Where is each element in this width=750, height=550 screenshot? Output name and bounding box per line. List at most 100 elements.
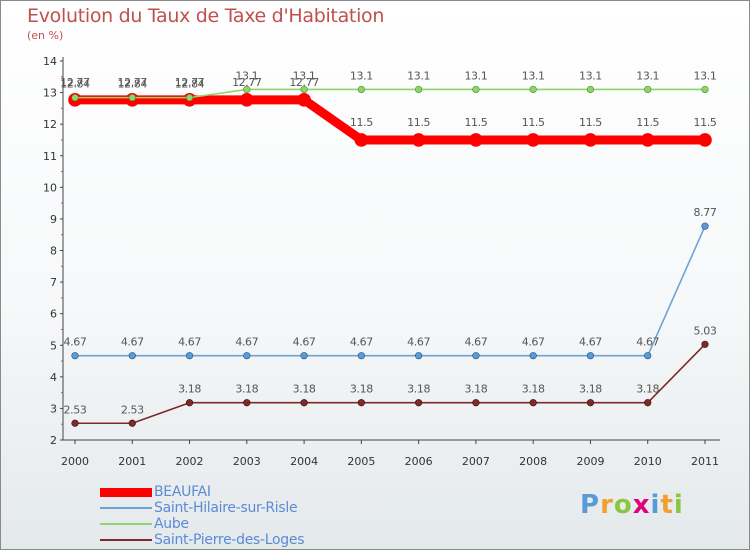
data-point-aube <box>529 85 537 94</box>
x-tick-label: 2008 <box>519 455 547 468</box>
data-point-saint-hilaire-sur-risle <box>300 352 308 360</box>
data-point-aube <box>300 85 308 94</box>
y-tick-label: 5 <box>50 339 57 352</box>
legend-swatch <box>100 523 152 525</box>
y-tick-label: 6 <box>50 308 57 321</box>
y-tick-label: 2 <box>50 434 57 447</box>
x-tick-label: 2002 <box>176 455 204 468</box>
legend-item-saint-hilaire-sur-risle: Saint-Hilaire-sur-Risle <box>100 500 304 516</box>
data-label-beaufai: 12.77 <box>232 76 262 89</box>
data-label-saint-pierre-des-loges: 3.18 <box>293 383 316 396</box>
data-label-aube: 13.1 <box>522 69 545 82</box>
x-tick-label: 2000 <box>61 455 89 468</box>
data-label-saint-pierre-des-loges: 3.18 <box>350 383 373 396</box>
data-label-beaufai: 12.77 <box>118 76 148 89</box>
data-label-saint-hilaire-sur-risle: 4.67 <box>64 336 87 349</box>
series-line-aube <box>75 88 705 99</box>
data-label-saint-hilaire-sur-risle: 4.67 <box>464 336 487 349</box>
data-point-beaufai <box>526 133 540 147</box>
data-point-aube <box>644 85 652 94</box>
chart-title: Evolution du Taux de Taxe d'Habitation <box>27 5 385 27</box>
data-point-saint-pierre-des-loges <box>71 419 79 427</box>
y-tick-label: 10 <box>43 181 57 194</box>
x-tick-label: 2011 <box>691 455 719 468</box>
data-point-aube <box>243 85 251 94</box>
y-tick-label: 11 <box>43 150 57 163</box>
x-tick-label: 2006 <box>405 455 433 468</box>
data-point-aube <box>415 85 423 94</box>
data-label-saint-pierre-des-loges: 3.18 <box>579 383 602 396</box>
y-tick-label: 14 <box>43 55 57 68</box>
data-point-aube <box>71 94 79 102</box>
data-point-saint-pierre-des-loges <box>586 399 595 407</box>
data-point-saint-hilaire-sur-risle <box>128 352 136 360</box>
x-tick-label: 2001 <box>118 455 146 468</box>
logo-letter: t <box>660 490 674 520</box>
data-label-aube: 12.84 <box>175 78 205 91</box>
data-label-aube: 13.1 <box>694 69 717 82</box>
series-line-saint-pierre-des-loges <box>75 343 706 425</box>
legend-swatch <box>100 507 152 509</box>
data-point-saint-hilaire-sur-risle <box>185 352 194 360</box>
data-label-beaufai: 11.5 <box>579 116 602 129</box>
data-label-saint-hilaire-sur-risle: 4.67 <box>407 336 430 349</box>
data-label-beaufai: 11.5 <box>636 116 659 129</box>
data-label-saint-hilaire-sur-risle: 4.67 <box>178 336 201 349</box>
legend-item-beaufai: BEAUFAI <box>100 484 304 500</box>
data-label-beaufai: 12.77 <box>289 76 319 89</box>
data-label-aube: 13.1 <box>235 69 258 82</box>
data-point-beaufai <box>411 133 426 147</box>
data-label-saint-hilaire-sur-risle: 4.67 <box>235 336 258 349</box>
data-label-saint-hilaire-sur-risle: 8.77 <box>694 206 717 219</box>
data-label-aube: 12.84 <box>118 78 148 91</box>
data-point-aube <box>357 85 365 94</box>
legend-label: Saint-Pierre-des-Loges <box>154 532 305 548</box>
data-point-saint-pierre-des-loges <box>472 399 480 407</box>
y-tick-label: 13 <box>43 87 57 100</box>
data-label-aube: 13.1 <box>350 69 373 82</box>
data-label-saint-hilaire-sur-risle: 4.67 <box>350 336 373 349</box>
logo-letter: P <box>580 490 601 520</box>
data-point-saint-hilaire-sur-risle <box>472 352 480 360</box>
legend-label: BEAUFAI <box>154 484 211 500</box>
data-point-saint-pierre-des-loges <box>300 399 308 407</box>
x-tick-label: 2004 <box>290 455 318 468</box>
data-point-aube <box>185 94 194 102</box>
x-tick-label: 2003 <box>233 455 261 468</box>
data-point-beaufai <box>469 133 483 147</box>
data-label-beaufai: 11.5 <box>350 116 373 129</box>
data-label-saint-pierre-des-loges: 3.18 <box>178 383 201 396</box>
data-point-beaufai <box>583 133 598 147</box>
data-point-saint-pierre-des-loges <box>701 340 709 348</box>
data-point-beaufai <box>297 93 311 107</box>
y-tick-label: 9 <box>50 213 57 226</box>
data-label-beaufai: 11.5 <box>464 116 487 129</box>
series-line-saint-hilaire-sur-risle <box>75 225 706 357</box>
data-label-saint-pierre-des-loges: 3.18 <box>464 383 487 396</box>
data-point-saint-hilaire-sur-risle <box>357 352 365 360</box>
logo-letter: i <box>673 490 684 520</box>
data-label-saint-hilaire-sur-risle: 4.67 <box>293 336 316 349</box>
data-label-aube: 13.1 <box>293 69 316 82</box>
legend-item-aube: Aube <box>100 516 304 532</box>
logo-letter: o <box>613 490 633 520</box>
data-label-saint-hilaire-sur-risle: 4.67 <box>636 336 659 349</box>
data-label-saint-pierre-des-loges: 2.53 <box>64 403 87 416</box>
data-point-beaufai <box>698 133 712 147</box>
data-label-aube: 12.84 <box>60 78 90 91</box>
x-tick-label: 2007 <box>462 455 490 468</box>
data-point-saint-pierre-des-loges <box>243 399 251 407</box>
data-point-saint-hilaire-sur-risle <box>644 352 652 360</box>
data-label-saint-pierre-des-loges: 3.18 <box>407 383 430 396</box>
chart-unit-label: (en %) <box>27 29 64 42</box>
data-point-beaufai <box>640 133 655 147</box>
data-label-beaufai: 11.5 <box>522 116 545 129</box>
data-point-saint-pierre-des-loges <box>529 399 537 407</box>
y-tick-label: 7 <box>50 276 57 289</box>
data-point-saint-pierre-des-loges <box>128 419 136 427</box>
data-point-saint-pierre-des-loges <box>185 399 194 407</box>
data-label-aube: 13.1 <box>579 69 602 82</box>
data-point-saint-hilaire-sur-risle <box>71 352 79 360</box>
data-point-saint-hilaire-sur-risle <box>415 352 423 360</box>
